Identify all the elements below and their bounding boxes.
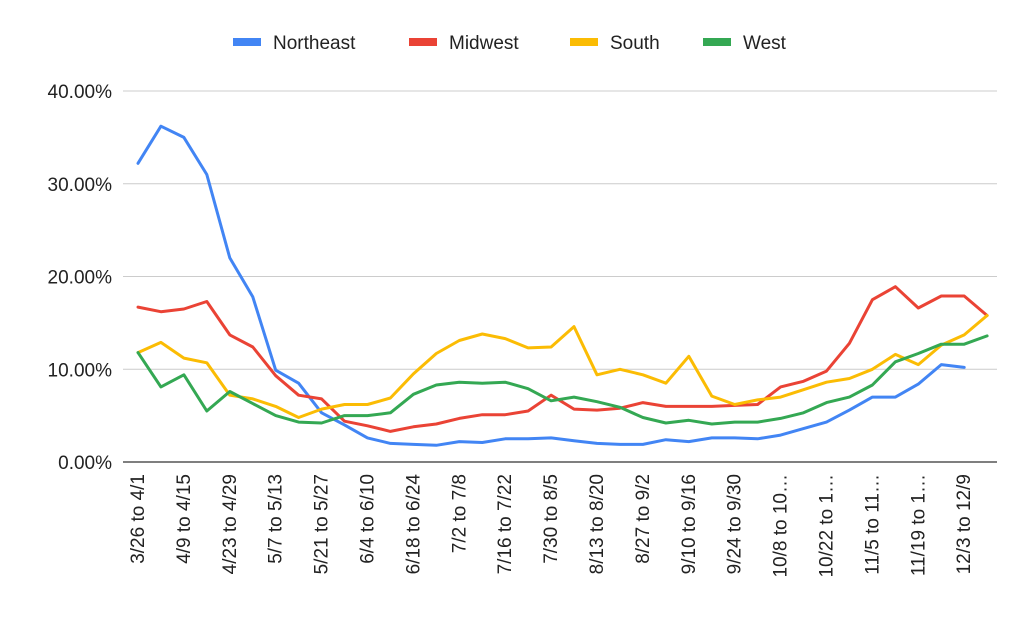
legend: Northeast Midwest South West (233, 33, 787, 54)
legend-swatch (570, 38, 598, 46)
y-tick-label: 20.00% (48, 268, 113, 289)
legend-label: South (610, 33, 660, 54)
x-tick-label: 9/24 to 9/30 (725, 474, 746, 574)
x-tick-label: 12/3 to 12/9 (954, 474, 975, 574)
series-line-northeast (136, 124, 966, 447)
x-tick-label: 4/9 to 4/15 (174, 474, 195, 564)
series-lines (136, 124, 989, 447)
x-tick-label: 6/18 to 6/24 (403, 474, 424, 575)
x-tick-label: 8/13 to 8/20 (587, 474, 608, 574)
x-tick-label: 7/16 to 7/22 (495, 474, 516, 574)
x-tick-label: 8/27 to 9/2 (633, 474, 654, 564)
x-tick-label: 5/21 to 5/27 (312, 474, 333, 574)
gridlines (123, 90, 997, 463)
x-tick-label: 7/2 to 7/8 (449, 474, 470, 553)
legend-label: West (743, 33, 787, 54)
x-axis: 3/26 to 4/1 4/9 to 4/15 4/23 to 4/29 5/7 to… (128, 474, 975, 578)
x-tick-label: 10/22 to 1… (817, 474, 838, 578)
y-tick-label: 10.00% (48, 360, 113, 381)
x-tick-label: 11/5 to 11… (862, 474, 883, 575)
x-tick-label: 7/30 to 8/5 (541, 474, 562, 564)
series-line-south (136, 314, 989, 419)
x-tick-label: 4/23 to 4/29 (220, 474, 241, 574)
legend-swatch (409, 38, 437, 46)
legend-item-midwest: Midwest (409, 33, 519, 54)
y-tick-label: 0.00% (58, 453, 112, 474)
x-tick-label: 10/8 to 10… (771, 474, 792, 578)
legend-item-south: South (570, 33, 660, 54)
x-tick-label: 3/26 to 4/1 (128, 474, 149, 564)
legend-item-west: West (703, 33, 787, 54)
legend-item-northeast: Northeast (233, 33, 356, 54)
x-tick-label: 6/4 to 6/10 (358, 474, 379, 564)
legend-label: Midwest (449, 33, 519, 54)
legend-swatch (703, 38, 731, 46)
legend-swatch (233, 38, 261, 46)
y-tick-label: 30.00% (48, 175, 113, 196)
x-tick-label: 11/19 to 1… (908, 474, 929, 576)
y-axis: 0.00% 10.00% 20.00% 30.00% 40.00% (48, 82, 113, 474)
series-line-midwest (136, 285, 989, 433)
y-tick-label: 40.00% (48, 82, 113, 103)
x-tick-label: 9/10 to 9/16 (679, 474, 700, 574)
series-line-west (136, 334, 989, 426)
x-tick-label: 5/7 to 5/13 (266, 474, 287, 564)
legend-label: Northeast (273, 33, 356, 54)
